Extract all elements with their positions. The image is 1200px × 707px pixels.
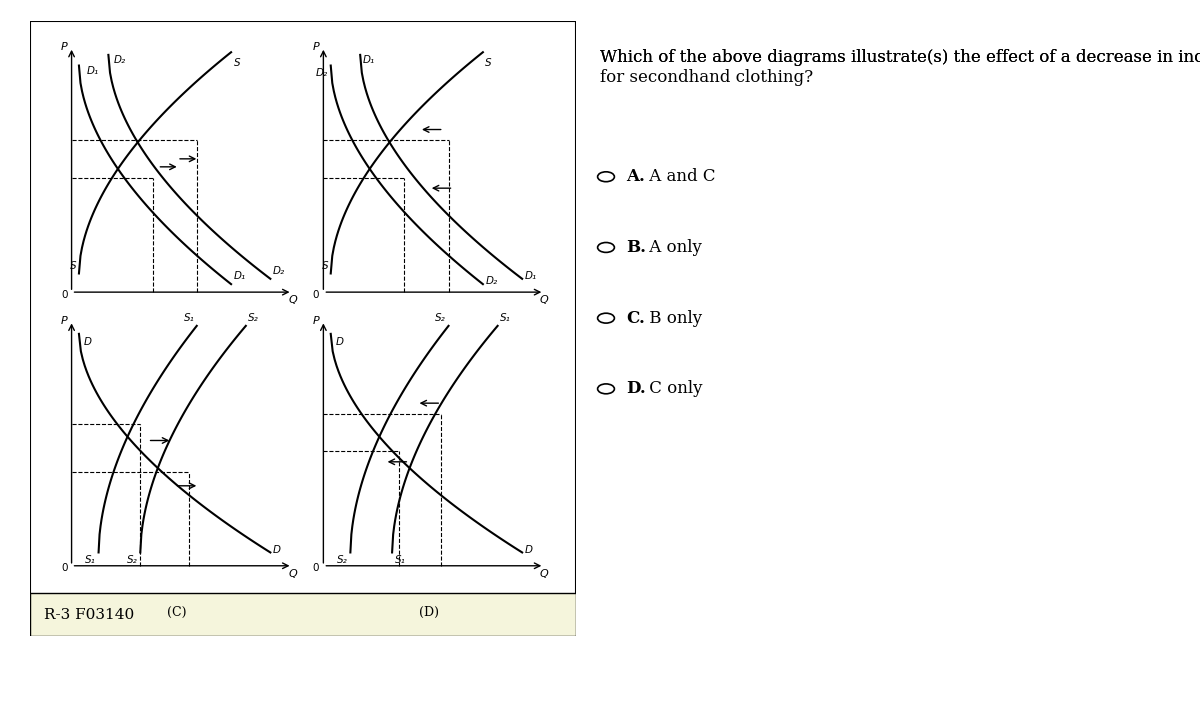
Text: S₁: S₁ xyxy=(184,313,194,323)
Text: D: D xyxy=(336,337,343,346)
Text: D₁: D₁ xyxy=(524,271,536,281)
Text: D: D xyxy=(272,545,281,555)
Text: D₂: D₂ xyxy=(316,68,329,78)
Text: P: P xyxy=(313,315,319,325)
Text: D₂: D₂ xyxy=(485,276,498,286)
Text: S₂: S₂ xyxy=(337,555,348,565)
Text: 0: 0 xyxy=(313,290,319,300)
Text: S₁: S₁ xyxy=(85,555,96,565)
Text: A only: A only xyxy=(644,239,702,256)
Text: A.: A. xyxy=(626,168,646,185)
Text: S₁: S₁ xyxy=(395,555,406,565)
Text: (A): (A) xyxy=(168,332,186,345)
Text: D₁: D₁ xyxy=(362,55,374,65)
Text: Q: Q xyxy=(540,295,548,305)
Text: P: P xyxy=(61,315,67,325)
Text: S₁: S₁ xyxy=(500,313,511,323)
Text: S: S xyxy=(234,57,240,68)
Text: D₂: D₂ xyxy=(272,266,284,276)
Text: P: P xyxy=(61,42,67,52)
Text: P: P xyxy=(313,42,319,52)
Text: A and C: A and C xyxy=(644,168,716,185)
Text: S₂: S₂ xyxy=(436,313,446,323)
Text: B only: B only xyxy=(644,310,702,327)
Text: Which of the above diagrams illustrate(s) the effect of a decrease in incomes up: Which of the above diagrams illustrate(s… xyxy=(600,49,1200,66)
Text: 0: 0 xyxy=(61,290,67,300)
Text: (D): (D) xyxy=(419,606,439,619)
Text: (B): (B) xyxy=(419,332,438,345)
Text: Q: Q xyxy=(288,295,296,305)
Text: (C): (C) xyxy=(167,606,187,619)
Text: Q: Q xyxy=(288,568,296,579)
Text: S: S xyxy=(485,57,492,68)
Text: R-3 F03140: R-3 F03140 xyxy=(43,608,134,621)
Text: B.: B. xyxy=(626,239,647,256)
Text: Which of the above diagrams illustrate(s) the effect of a decrease in incomes up: Which of the above diagrams illustrate(s… xyxy=(600,49,1200,86)
Text: D₂: D₂ xyxy=(113,55,126,65)
Text: D₁: D₁ xyxy=(234,271,246,281)
Text: D: D xyxy=(524,545,533,555)
Text: S: S xyxy=(322,261,329,271)
Text: Q: Q xyxy=(540,568,548,579)
Text: C only: C only xyxy=(644,380,703,397)
Text: 0: 0 xyxy=(313,563,319,573)
Bar xyxy=(30,593,576,636)
Text: D.: D. xyxy=(626,380,646,397)
Text: D₁: D₁ xyxy=(86,66,98,76)
Text: D: D xyxy=(84,337,92,346)
Text: S₂: S₂ xyxy=(127,555,138,565)
Text: S: S xyxy=(70,261,77,271)
Text: C.: C. xyxy=(626,310,646,327)
Text: 0: 0 xyxy=(61,563,67,573)
Text: S₂: S₂ xyxy=(248,313,259,323)
